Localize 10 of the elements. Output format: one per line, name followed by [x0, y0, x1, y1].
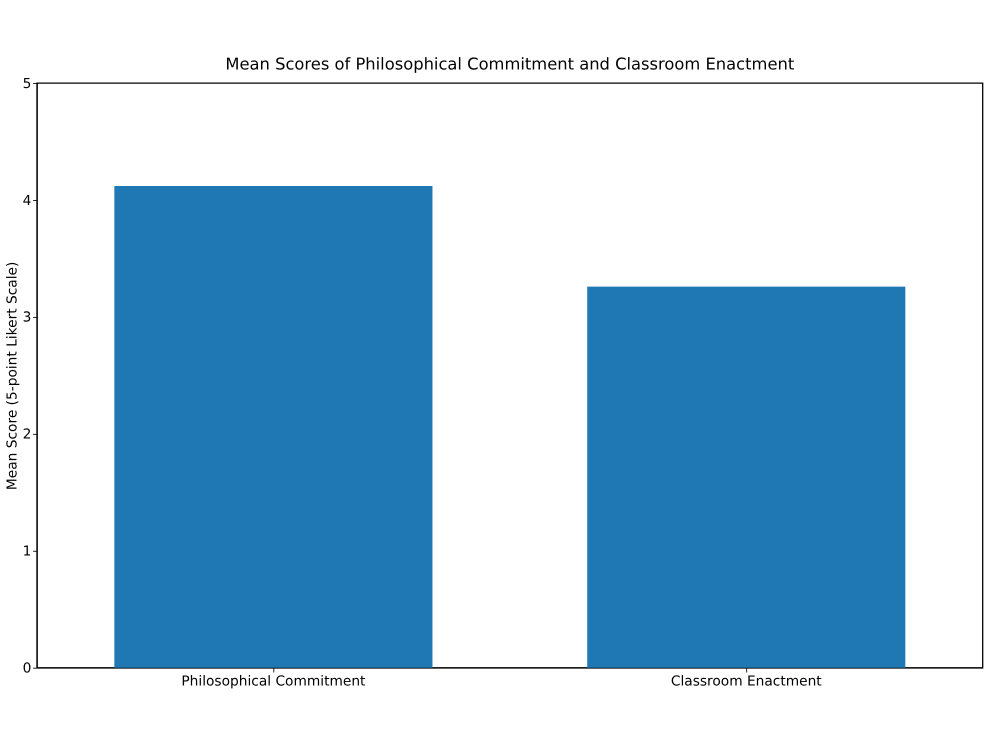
chart-title: Mean Scores of Philosophical Commitment and Classroom Enactment	[225, 54, 795, 74]
y-tick-label: 2	[22, 426, 32, 443]
x-tick-label: Classroom Enactment	[670, 673, 822, 690]
x-tick-label: Philosophical Commitment	[181, 673, 366, 690]
y-tick-label: 5	[22, 76, 32, 92]
y-tick-label: 4	[22, 192, 32, 209]
y-tick-label: 3	[22, 310, 32, 326]
y-tick-label: 0	[22, 660, 32, 676]
y-tick-label: 1	[22, 544, 32, 560]
y-axis-title: Mean Score (5-point Likert Scale)	[4, 262, 21, 490]
